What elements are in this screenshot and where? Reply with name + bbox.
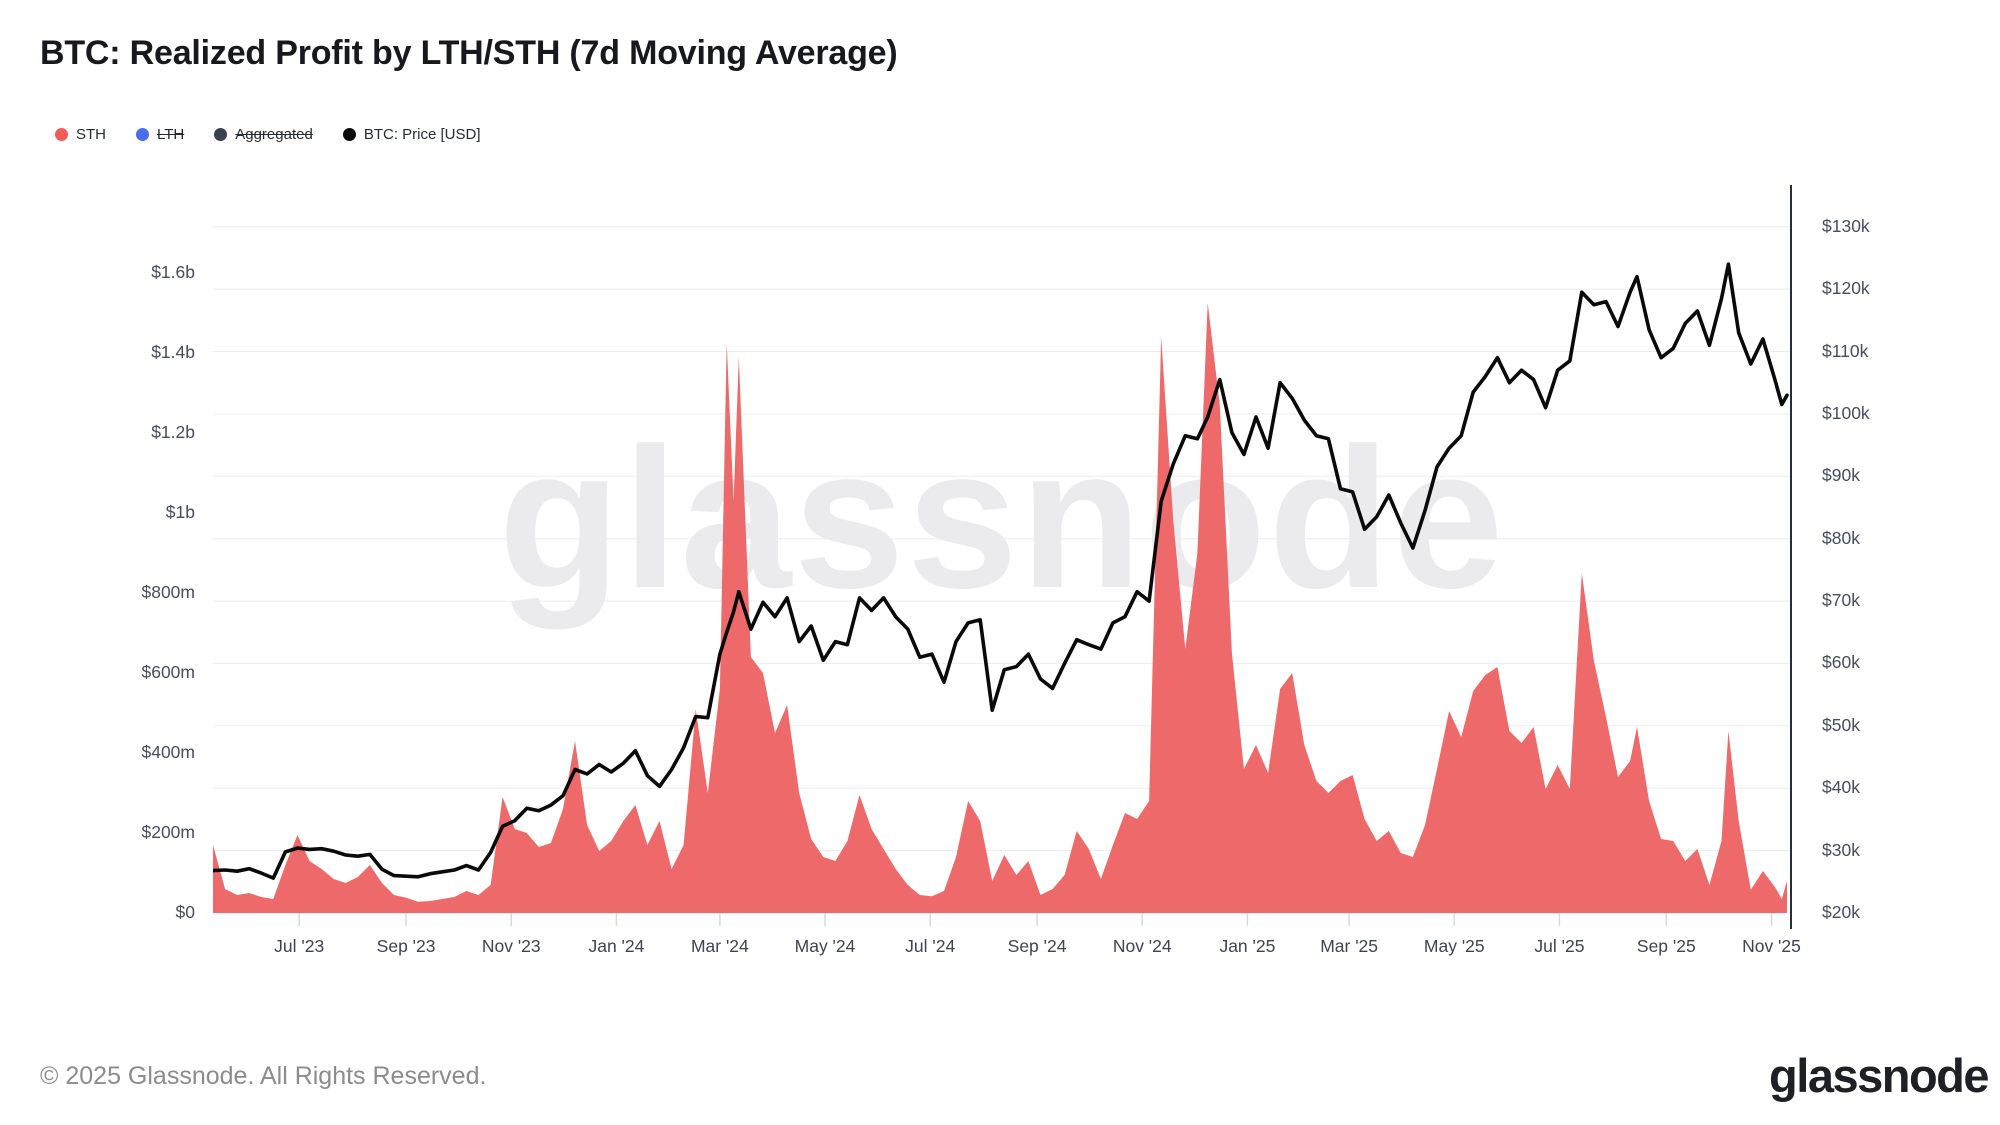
- y-axis-left-tick-label: $0: [175, 902, 195, 922]
- y-axis-left-tick-label: $1.6b: [151, 262, 195, 282]
- y-axis-right-tick-label: $90k: [1822, 465, 1860, 486]
- x-axis-tick-label: Jul '23: [274, 936, 325, 956]
- x-axis-tick-label: Mar '25: [1320, 936, 1378, 956]
- btc-price-series-dot-icon: [342, 128, 356, 141]
- sth-series-dot-icon: [55, 128, 68, 141]
- watermark: glassnode: [498, 407, 1505, 630]
- y-axis-left-tick-label: $1b: [165, 502, 195, 522]
- legend-label-btc-price: BTC: Price [USD]: [363, 126, 481, 143]
- y-axis-left-tick-label: $1.4b: [151, 342, 195, 362]
- glassnode-logo: glassnode: [1769, 1049, 1989, 1102]
- x-axis-tick-label: Nov '23: [481, 936, 541, 956]
- y-axis-right-tick-label: $20k: [1822, 902, 1860, 922]
- aggregated-series-dot-icon: [214, 128, 228, 141]
- sth-area-series: [213, 303, 1787, 913]
- x-axis-tick-label: Nov '25: [1742, 936, 1801, 956]
- legend-label-sth: STH: [76, 126, 106, 143]
- legend-item-aggregated[interactable]: Aggregated: [214, 126, 313, 143]
- y-axis-left-tick-label: $800m: [141, 582, 195, 602]
- x-axis-tick-label: Jul '25: [1534, 936, 1585, 956]
- y-axis-right-tick-label: $30k: [1822, 839, 1860, 860]
- y-axis-left-tick-label: $400m: [141, 742, 195, 762]
- legend-item-sth[interactable]: STH: [55, 126, 106, 143]
- chart-legend: STH LTH Aggregated BTC: Price [USD]: [55, 126, 481, 143]
- legend-label-aggregated: Aggregated: [235, 126, 313, 143]
- x-axis-tick-label: May '25: [1423, 936, 1485, 956]
- y-axis-right-tick-label: $130k: [1822, 215, 1870, 236]
- x-axis-tick-label: Sep '25: [1636, 936, 1696, 956]
- y-axis-right-tick-label: $50k: [1822, 714, 1860, 735]
- right-axis-line: [1790, 185, 1792, 929]
- y-axis-right-tick-label: $40k: [1822, 777, 1860, 798]
- y-axis-right-tick-label: $60k: [1822, 652, 1860, 673]
- y-axis-right-tick-label: $110k: [1822, 340, 1869, 361]
- y-axis-left-tick-label: $200m: [141, 822, 195, 842]
- x-axis-tick-label: Sep '24: [1007, 936, 1067, 956]
- x-axis-tick-label: Jul '24: [905, 936, 956, 956]
- y-axis-right-tick-label: $80k: [1822, 527, 1860, 548]
- x-axis-tick-label: Jan '24: [588, 936, 645, 956]
- y-axis-right-tick-label: $100k: [1822, 402, 1870, 423]
- lth-series-dot-icon: [136, 128, 149, 141]
- btc-price-line-series: [213, 262, 1789, 880]
- y-axis-left-tick-label: $600m: [141, 662, 195, 682]
- x-axis-tick-label: May '24: [794, 936, 856, 956]
- chart-canvas: glassnode: [213, 226, 1792, 926]
- legend-label-lth: LTH: [157, 126, 185, 143]
- y-axis-right-tick-label: $120k: [1822, 278, 1870, 299]
- x-axis-tick-label: Mar '24: [690, 936, 749, 956]
- footer-copyright: © 2025 Glassnode. All Rights Reserved.: [40, 1062, 487, 1090]
- legend-item-lth[interactable]: LTH: [136, 126, 184, 143]
- page-title: BTC: Realized Profit by LTH/STH (7d Movi…: [40, 34, 898, 72]
- x-axis-tick-label: Jan '25: [1219, 936, 1276, 956]
- y-axis-right-tick-label: $70k: [1822, 590, 1860, 611]
- y-axis-left-tick-label: $1.2b: [151, 422, 195, 442]
- x-axis-tick-label: Nov '24: [1112, 936, 1172, 956]
- legend-item-btc-price[interactable]: BTC: Price [USD]: [342, 126, 481, 143]
- x-axis-tick-label: Sep '23: [376, 936, 436, 956]
